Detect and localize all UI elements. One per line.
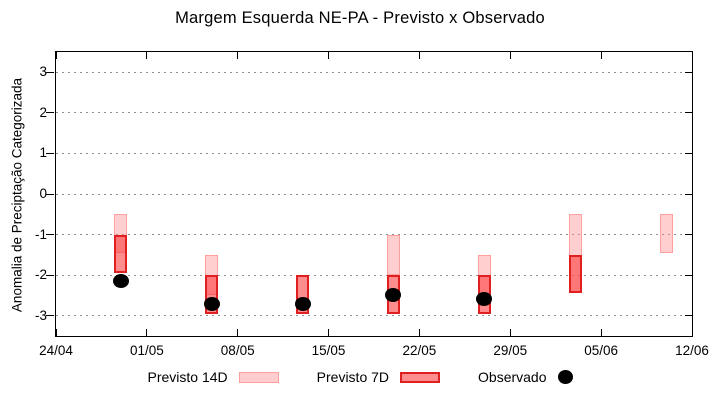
observed-dot — [476, 292, 493, 307]
range-bar-previsto-7d — [114, 234, 128, 274]
observed-dot — [294, 296, 311, 311]
xtick-label: 05/06 — [584, 343, 619, 358]
previsto-7d-swatch-icon — [400, 371, 441, 383]
ytick-left — [46, 193, 54, 195]
xtick-top — [237, 52, 239, 59]
xtick-label: 01/05 — [129, 343, 164, 358]
xtick-bottom — [691, 329, 693, 336]
observed-dot — [203, 296, 220, 311]
gridline-y-0 — [56, 193, 692, 195]
chart-title: Margem Esquerda NE-PA - Previsto x Obser… — [175, 9, 545, 27]
xtick-label: 29/05 — [493, 343, 528, 358]
gridline-y-1 — [56, 152, 692, 154]
ytick-right — [685, 234, 692, 236]
ytick-right — [685, 71, 692, 73]
range-bar-previsto-14d — [386, 234, 400, 276]
xtick-top — [55, 52, 57, 59]
xtick-top — [509, 52, 511, 59]
legend-item-previsto-7d: Previsto 7D — [316, 369, 441, 385]
xtick-top — [146, 52, 148, 59]
xtick-bottom — [418, 329, 420, 336]
ytick-label: 0 — [39, 186, 47, 201]
xtick-top — [328, 52, 330, 59]
observed-dot — [112, 274, 129, 289]
xtick-bottom — [328, 329, 330, 336]
legend-item-observado: Observado — [478, 369, 573, 385]
ytick-right — [685, 315, 692, 317]
range-bar-previsto-14d — [659, 214, 673, 253]
legend-item-previsto-14d: Previsto 14D — [148, 369, 279, 385]
previsto-14d-swatch-icon — [238, 371, 279, 383]
ytick-label: 3 — [39, 64, 47, 80]
range-bar-previsto-7d — [568, 254, 582, 294]
ytick-left — [46, 112, 54, 114]
xtick-label: 12/06 — [675, 343, 709, 358]
xtick-label: 15/05 — [311, 343, 346, 358]
gridline-y--2 — [56, 274, 692, 276]
gridline-y-2 — [56, 112, 692, 114]
xtick-bottom — [237, 329, 239, 336]
xtick-label: 08/05 — [220, 343, 255, 358]
ytick-right — [685, 152, 692, 154]
xtick-top — [418, 52, 420, 59]
legend-label-previsto-7d: Previsto 7D — [316, 369, 390, 385]
gridline-y--1 — [56, 234, 692, 236]
observado-dot-icon — [557, 370, 573, 384]
xtick-top — [691, 52, 693, 59]
ytick-left — [46, 234, 54, 236]
xtick-label: 22/05 — [402, 343, 437, 358]
xtick-bottom — [509, 329, 511, 336]
gridline-y-3 — [56, 71, 692, 73]
xtick-bottom — [600, 329, 602, 336]
ytick-label: 1 — [39, 145, 47, 161]
xtick-top — [600, 52, 602, 59]
legend-label-previsto-14d: Previsto 14D — [147, 369, 228, 385]
xtick-label: 24/04 — [39, 343, 73, 358]
plot-area — [55, 51, 693, 337]
ytick-right — [685, 193, 692, 195]
ytick-left — [46, 71, 54, 73]
chart-legend: Previsto 14D Previsto 7D Observado — [0, 369, 720, 385]
ytick-label: -3 — [34, 307, 47, 323]
xtick-bottom — [55, 329, 57, 336]
legend-label-observado: Observado — [478, 369, 547, 385]
ytick-left — [46, 274, 54, 276]
xtick-bottom — [146, 329, 148, 336]
observed-dot — [385, 288, 402, 303]
ytick-label: -1 — [34, 226, 47, 242]
ytick-label: -2 — [34, 267, 47, 283]
ytick-left — [46, 315, 54, 317]
gridline-y--3 — [56, 315, 692, 317]
ytick-right — [685, 112, 692, 114]
ytick-left — [46, 152, 54, 154]
ytick-label: 2 — [39, 104, 47, 120]
ytick-right — [685, 274, 692, 276]
